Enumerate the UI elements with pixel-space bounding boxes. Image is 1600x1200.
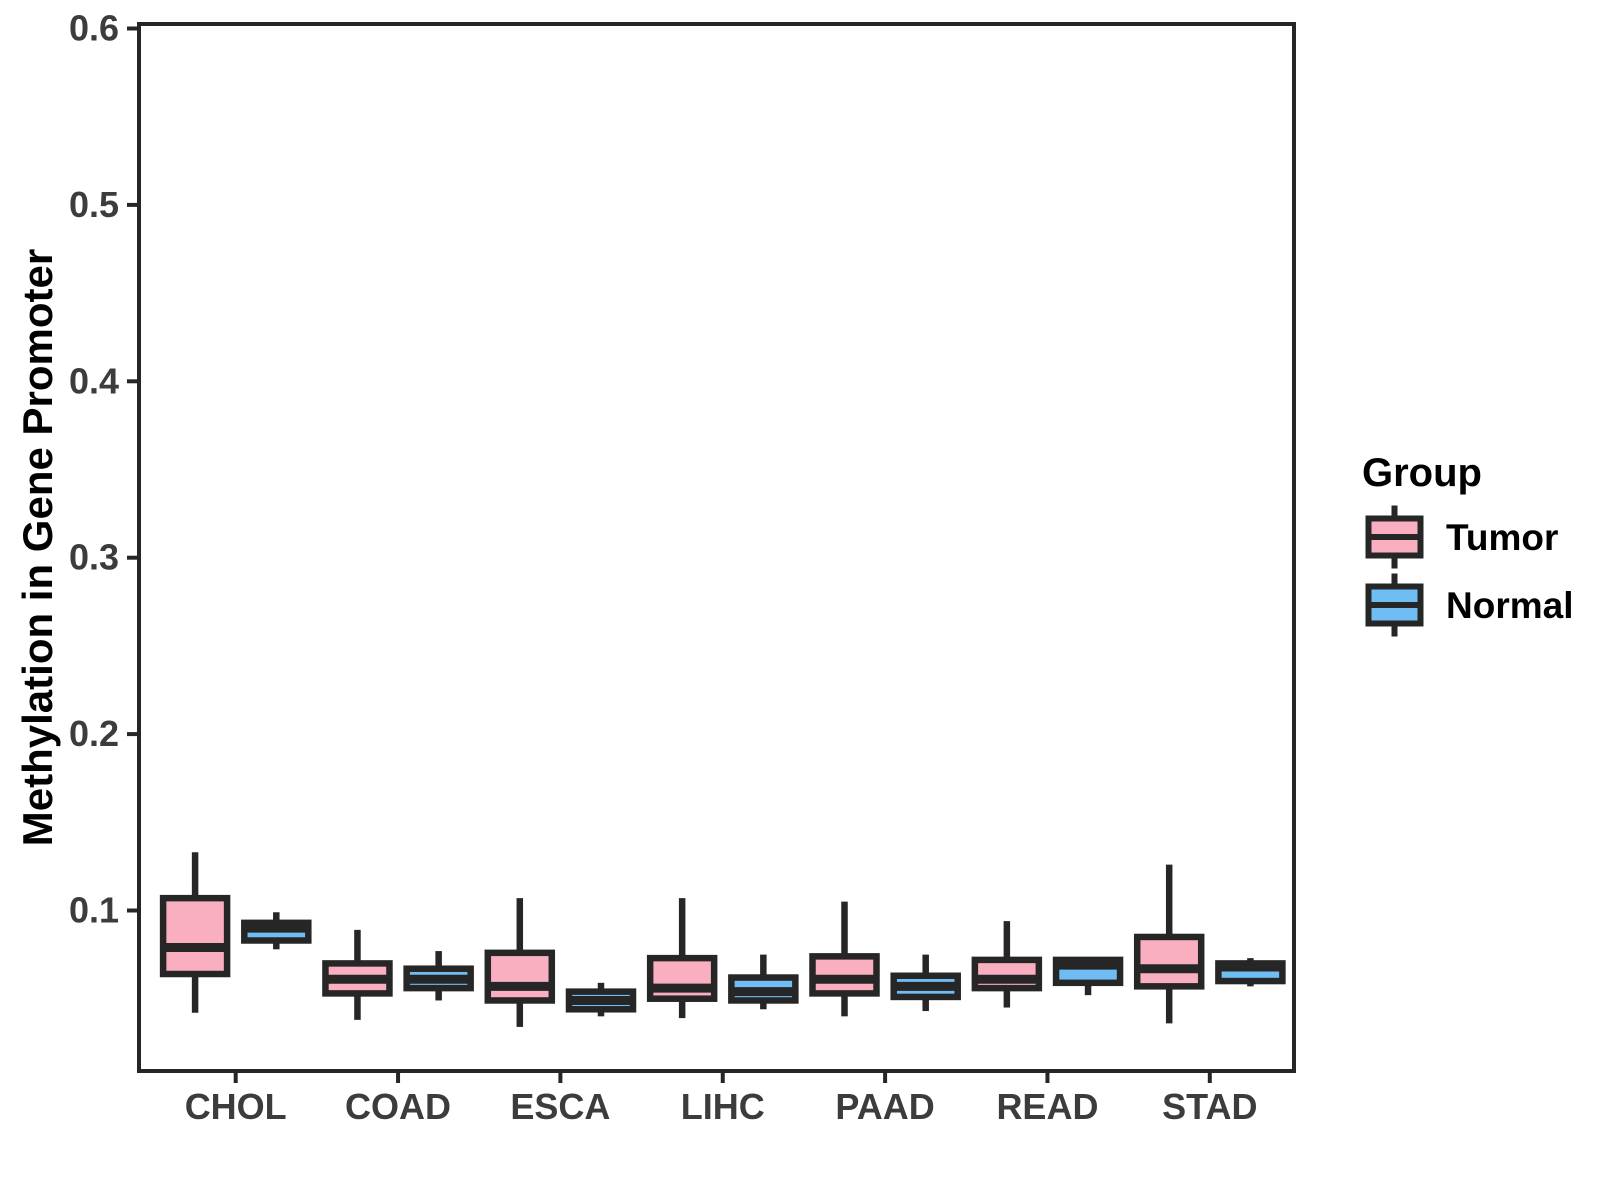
box-iqr	[484, 949, 556, 1004]
boxplot-normal-ESCA	[565, 982, 637, 1017]
x-tick-label: STAD	[1162, 1086, 1257, 1127]
y-tick-label: 0.5	[69, 184, 119, 225]
y-tick-label: 0.4	[69, 360, 119, 401]
legend-label: Tumor	[1446, 517, 1558, 558]
boxplot-normal-COAD	[403, 951, 474, 1001]
plot-panel	[137, 22, 1296, 1073]
boxplot-tumor-STAD	[1133, 864, 1205, 1024]
legend-title: Group	[1362, 451, 1482, 495]
boxplot-tumor-ESCA	[484, 898, 556, 1027]
x-tick-label: CHOL	[185, 1086, 287, 1127]
y-tick-label: 0.6	[69, 8, 119, 49]
boxplot-normal-CHOL	[241, 912, 312, 950]
x-tick-label: COAD	[345, 1086, 451, 1127]
y-tick-label: 0.1	[69, 890, 119, 931]
x-tick-label: LIHC	[681, 1086, 765, 1127]
boxplot-tumor-CHOL	[159, 852, 231, 1013]
y-tick-label: 0.3	[69, 537, 119, 578]
y-tick-label: 0.2	[69, 713, 119, 754]
y-axis-title: Methylation in Gene Promoter	[14, 249, 61, 846]
boxplot-tumor-LIHC	[646, 898, 718, 1019]
x-tick-label: READ	[996, 1086, 1098, 1127]
boxplot-normal-READ	[1052, 956, 1124, 996]
boxplot-tumor-PAAD	[809, 901, 880, 1017]
x-tick-label: ESCA	[510, 1086, 610, 1127]
boxplot-tumor-READ	[971, 921, 1043, 1008]
box-iqr	[159, 894, 231, 978]
boxplot-normal-STAD	[1215, 958, 1286, 987]
legend-key-tumor	[1365, 505, 1424, 569]
legend-label: Normal	[1446, 585, 1573, 626]
boxplot-normal-LIHC	[728, 954, 799, 1010]
boxplot-normal-PAAD	[890, 954, 961, 1012]
legend-key-normal	[1365, 573, 1424, 637]
box-iqr	[971, 956, 1043, 992]
boxplot-tumor-COAD	[322, 929, 393, 1020]
box-iqr	[1133, 933, 1205, 990]
x-tick-label: PAAD	[835, 1086, 934, 1127]
